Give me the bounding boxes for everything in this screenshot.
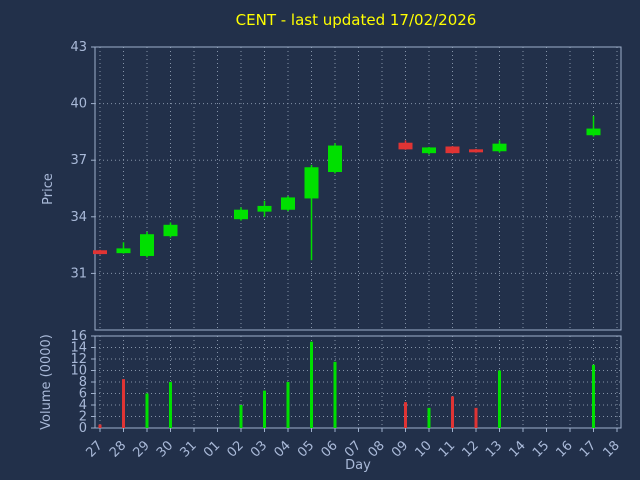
price-tick-label: 34 <box>70 210 87 225</box>
price-tick-label: 37 <box>70 153 87 168</box>
volume-tick-label: 6 <box>79 387 87 402</box>
candle-body <box>257 205 272 212</box>
candle-body <box>116 248 131 254</box>
candle-body <box>469 149 483 153</box>
candle-body <box>328 145 342 173</box>
volume-tick-label: 4 <box>79 398 87 413</box>
volume-tick-label: 8 <box>79 375 87 390</box>
candle-body <box>281 197 295 210</box>
volume-tick-label: 12 <box>70 352 87 367</box>
candle-body <box>445 146 460 154</box>
candle-body <box>398 142 413 150</box>
volume-axis-label: Volume (0000) <box>39 334 54 430</box>
candle-body <box>492 143 507 152</box>
volume-tick-label: 2 <box>79 410 87 425</box>
candle-body <box>304 167 319 199</box>
candle-body <box>93 250 107 255</box>
price-axis-label: Price <box>41 173 56 205</box>
candle-body <box>234 209 248 220</box>
price-tick-label: 31 <box>70 266 87 281</box>
candle-body <box>140 234 154 256</box>
volume-tick-label: 16 <box>70 329 87 344</box>
candle-body <box>163 224 178 237</box>
candle-body <box>422 147 436 154</box>
price-tick-label: 40 <box>70 97 87 112</box>
x-axis-label: Day <box>345 458 371 473</box>
price-tick-label: 43 <box>70 40 87 55</box>
volume-tick-label: 10 <box>70 364 87 379</box>
candle-body <box>586 128 601 136</box>
volume-tick-label: 14 <box>70 341 87 356</box>
volume-tick-label: 0 <box>79 421 87 436</box>
chart-title: CENT - last updated 17/02/2026 <box>236 11 477 29</box>
